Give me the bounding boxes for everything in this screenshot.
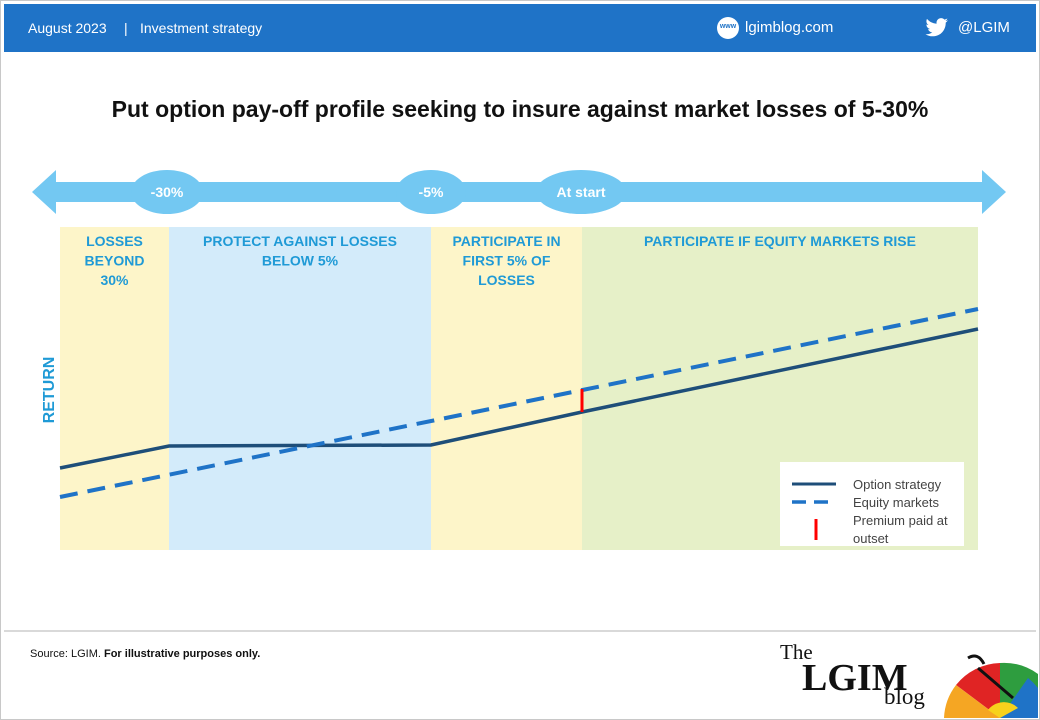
- timeline-marker-label: -5%: [419, 184, 444, 200]
- legend-box: [780, 462, 964, 546]
- option-strategy-line: [59, 327, 979, 470]
- twitter-handle[interactable]: @LGIM: [958, 19, 1010, 36]
- footer-source: Source: LGIM. For illustrative purposes …: [30, 648, 260, 660]
- timeline-marker-label: At start: [556, 184, 605, 200]
- chart-area: Put option pay-off profile seeking to in…: [4, 56, 1036, 630]
- y-axis-label: RETURN: [41, 357, 58, 424]
- timeline-marker: [396, 170, 466, 214]
- footer-divider: [4, 630, 1036, 632]
- source-note: For illustrative purposes only.: [103, 648, 261, 660]
- timeline-marker: [536, 170, 626, 214]
- payoff-chart: LOSSES BEYOND 30% PROTECT AGAINST LOSSES BEL…: [32, 170, 1006, 550]
- zone-panel: [60, 227, 169, 550]
- logo-blog: blog: [884, 684, 925, 709]
- header-separator: |: [124, 20, 128, 36]
- lgim-blog-logo[interactable]: The LGIM blog: [780, 638, 1038, 718]
- zone-label: PROTECT AGAINST LOSSES BELOW 5%: [203, 233, 397, 269]
- header-category[interactable]: Investment strategy: [140, 20, 263, 36]
- umbrella-icon: [944, 654, 1038, 718]
- legend-label-equity: Equity markets: [853, 495, 939, 510]
- zone-label: LOSSES BEYOND 30%: [85, 233, 145, 288]
- header-date: August 2023: [28, 20, 107, 36]
- zone-panel: [169, 227, 431, 550]
- zone-panel: [431, 227, 582, 550]
- equity-markets-line: [59, 307, 979, 499]
- twitter-bird-icon[interactable]: [925, 18, 949, 43]
- globe-icon-label: www: [719, 23, 737, 30]
- zone-label: PARTICIPATE IN FIRST 5% OF LOSSES: [452, 233, 560, 288]
- legend-label-option: Option strategy: [853, 477, 942, 492]
- legend-label-premium: Premium paid at outset: [853, 513, 948, 546]
- website-link[interactable]: lgimblog.com: [745, 19, 834, 36]
- logo-lgim: LGIM: [802, 657, 908, 699]
- timeline-marker: [131, 170, 203, 214]
- header-bar: August 2023 | Investment strategy www lg…: [4, 4, 1036, 52]
- timeline-marker-label: -30%: [151, 184, 184, 200]
- chart-title: Put option pay-off profile seeking to in…: [111, 96, 929, 122]
- globe-icon[interactable]: www: [717, 17, 739, 39]
- timeline-arrow: [32, 170, 1006, 214]
- source-prefix: Source: LGIM.: [30, 648, 101, 660]
- logo-the: The: [780, 640, 813, 664]
- zone-label: PARTICIPATE IF EQUITY MARKETS RISE: [644, 233, 916, 249]
